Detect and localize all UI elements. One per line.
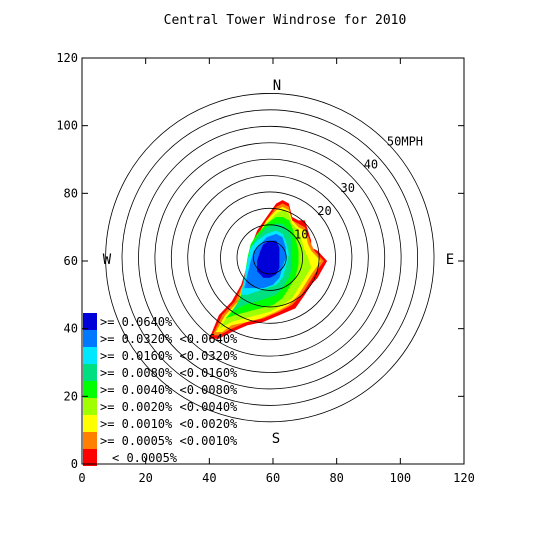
ring-label-1: 10 [294,227,308,241]
ring-label-5: 50MPH [387,135,423,149]
x-tick-label-4: 60 [266,471,280,485]
legend-label-7: >= 0.0010% <0.0020% [100,417,238,431]
legend-label-8: >= 0.0005% <0.0010% [100,434,238,448]
y-tick-label-2: 20 [64,389,78,403]
legend-swatch-4 [83,364,97,381]
x-tick-label-1: 0 [78,471,85,485]
legend-swatch-7 [83,415,97,432]
y-tick-label-6: 100 [56,119,78,133]
speed-ring-10 [105,93,435,423]
legend-swatch-3 [83,347,97,364]
x-tick-label-5: 80 [329,471,343,485]
chart-title: Central Tower Windrose for 2010 [164,13,407,28]
direction-east: E [446,252,454,268]
speed-ring-8 [138,125,402,390]
speed-ring-6 [170,158,369,357]
y-tick-label-3: 40 [64,322,78,336]
contour-level-9 [257,240,280,278]
y-tick-label-4: 60 [64,254,78,268]
x-tick-label-7: 120 [453,471,475,485]
y-tick-label-1: 0 [71,457,78,471]
ring-label-3: 30 [341,181,355,195]
legend-swatch-9 [83,449,97,466]
x-tick-label-6: 100 [389,471,411,485]
speed-ring-7 [154,142,386,373]
legend-label-5: >= 0.0040% <0.0080% [100,383,238,397]
legend-swatch-8 [83,432,97,449]
y-tick-label-5: 80 [64,186,78,200]
direction-south: S [272,431,280,447]
x-tick-label-3: 40 [202,471,216,485]
ring-label-2: 20 [317,204,331,218]
legend-swatch-1 [83,313,97,330]
axis-ticks: 0 20 40 60 80 100 120 0 20 40 60 80 100 120 [56,51,475,485]
speed-ring-5 [187,175,353,341]
speed-ring-3 [220,207,320,308]
legend-label-9: < 0.0005% [112,451,178,465]
ring-labels: 10 20 30 40 50MPH [294,135,423,242]
speed-ring-1 [253,240,287,275]
contour-layer [209,200,328,339]
ring-label-4: 40 [364,158,378,172]
speed-ring-4 [203,191,336,324]
legend-swatch-2 [83,330,97,347]
speed-ring-9 [121,109,419,406]
legend-swatch-6 [83,398,97,415]
direction-north: N [273,78,281,94]
x-tick-label-2: 20 [138,471,152,485]
speed-ring-2 [236,224,304,291]
legend-label-2: >= 0.0320% <0.0640% [100,332,238,346]
direction-west: W [103,252,112,268]
legend-label-4: >= 0.0080% <0.0160% [100,366,238,380]
legend-label-3: >= 0.0160% <0.0320% [100,349,238,363]
legend-label-6: >= 0.0020% <0.0040% [100,400,238,414]
y-tick-label-7: 120 [56,51,78,65]
legend-swatch-5 [83,381,97,398]
legend: >= 0.0640% >= 0.0320% <0.0640% >= 0.0160% … [83,313,238,466]
speed-rings [105,93,435,423]
legend-label-1: >= 0.0640% [100,315,173,329]
